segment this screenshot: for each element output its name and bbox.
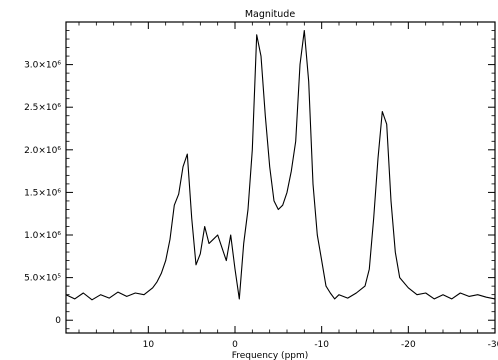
x-tick-label: -10 (314, 340, 329, 350)
axis-ticks (66, 22, 496, 333)
y-tick-label: 1.5×10⁶ (24, 188, 61, 198)
y-tick-label: 3.0×10⁶ (24, 61, 61, 71)
x-tick-label: -20 (401, 340, 416, 350)
magnitude-series-line (65, 29, 496, 301)
x-tick-label: 0 (232, 340, 238, 350)
x-tick-label: -30 (488, 340, 498, 350)
y-tick-labels: 0 5.0×10⁵ 1.0×10⁶ 1.5×10⁶ 2.0×10⁶ 2.5×10⁶ 3.0×… (24, 61, 61, 327)
x-tick-label: 10 (143, 340, 155, 350)
y-tick-label: 2.0×10⁶ (24, 146, 61, 156)
y-tick-label: 5.0×10⁵ (24, 274, 61, 284)
y-tick-label: 2.5×10⁶ (24, 103, 61, 113)
y-tick-label: 1.0×10⁶ (24, 231, 61, 241)
plot-frame (65, 21, 496, 334)
chart-title: Magnitude (245, 9, 295, 20)
x-axis-label: Frequency (ppm) (232, 351, 309, 360)
x-tick-labels: 10 0 -10 -20 -30 (143, 340, 498, 350)
y-tick-label: 0 (55, 316, 61, 326)
